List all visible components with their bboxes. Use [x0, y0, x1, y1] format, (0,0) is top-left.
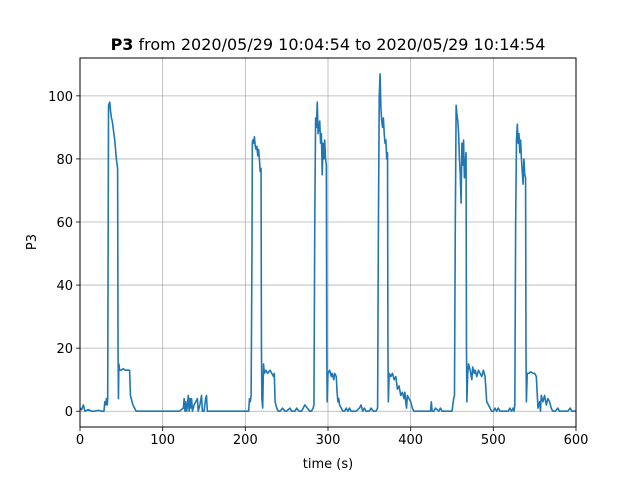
y-tick-label: 100 — [48, 90, 73, 105]
grid-lines — [79, 58, 577, 427]
x-tick-label: 0 — [76, 433, 84, 448]
x-axis-label: time (s) — [303, 457, 353, 472]
x-tick-label: 400 — [398, 433, 423, 448]
y-axis-label: P3 — [25, 234, 40, 250]
y-tick-label: 40 — [56, 279, 73, 294]
series-line — [79, 72, 576, 413]
y-tick-label: 80 — [56, 153, 73, 168]
y-tick-label: 0 — [65, 405, 73, 420]
chart-title-bold: P3 — [111, 35, 134, 54]
x-tick-label: 200 — [233, 433, 258, 448]
x-tick-label: 300 — [316, 433, 341, 448]
x-tick-label: 600 — [564, 433, 589, 448]
y-tick-label: 60 — [56, 216, 73, 231]
x-tick-label: 100 — [150, 433, 175, 448]
x-axis-ticks: 0 100 200 300 400 500 600 — [76, 427, 589, 448]
series-group — [79, 72, 576, 413]
y-axis-ticks: 0 20 40 60 80 100 — [48, 90, 80, 420]
y-tick-label: 20 — [56, 342, 73, 357]
chart-title-rest: from 2020/05/29 10:04:54 to 2020/05/29 1… — [133, 35, 545, 54]
x-tick-label: 500 — [481, 433, 506, 448]
chart-title: P3 from 2020/05/29 10:04:54 to 2020/05/2… — [111, 35, 546, 54]
